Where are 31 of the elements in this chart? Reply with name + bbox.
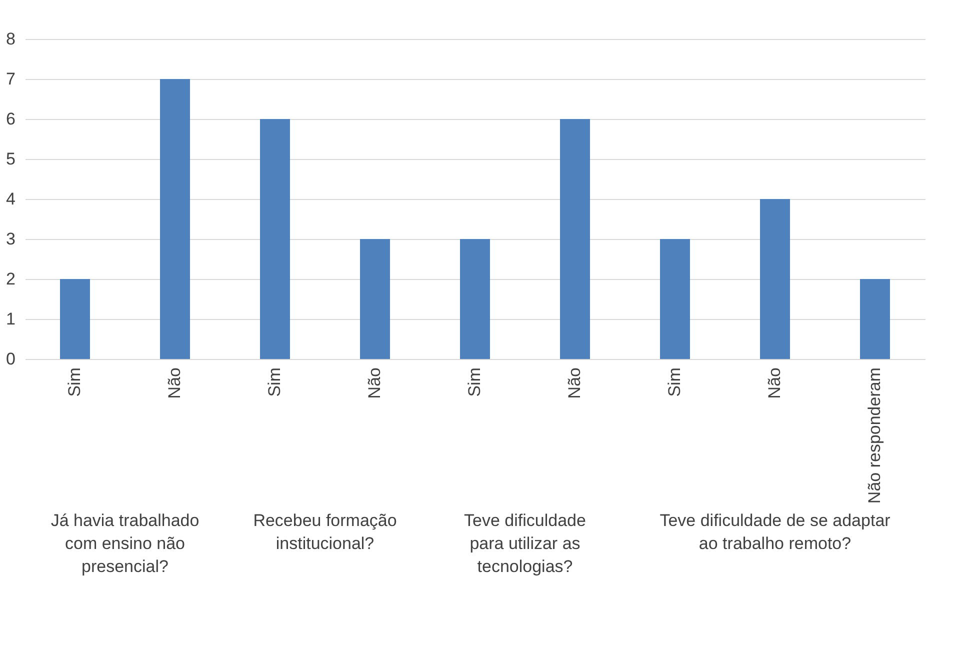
y-tick-label: 6 [6, 110, 16, 128]
x-tick-label: Não [565, 368, 584, 399]
x-tick-label: Não [365, 368, 384, 399]
x-tick-label: Não responderam [865, 368, 884, 504]
y-tick-label: 5 [6, 150, 16, 168]
x-tick-label: Não [165, 368, 184, 399]
bar [860, 279, 890, 359]
y-tick-label: 1 [6, 310, 16, 328]
text: Teve dificuldade para utilizar as tecnologias? [464, 511, 586, 576]
y-tick-label: 4 [6, 190, 16, 208]
text: Já havia trabalhado com ensino não presencial? [50, 511, 200, 576]
y-tick-label: 7 [6, 70, 16, 88]
x-tick-label: Sim [265, 368, 284, 397]
x-tick-label: Sim [465, 368, 484, 397]
bar [560, 119, 590, 359]
bar [660, 239, 690, 359]
text: Recebeu formação institucional? [253, 511, 397, 553]
x-tick-label: Não [765, 368, 784, 399]
y-tick-label: 2 [6, 270, 16, 288]
bar [460, 239, 490, 359]
y-tick-label: 3 [6, 230, 16, 248]
y-tick-label: 8 [6, 30, 16, 48]
y-tick-label: 0 [6, 350, 16, 368]
bar [760, 199, 790, 359]
x-tick-label: Sim [65, 368, 84, 397]
x-tick-label: Sim [665, 368, 684, 397]
bar [360, 239, 390, 359]
bar [160, 79, 190, 359]
text: Teve dificuldade de se adaptar ao trabalho remoto? [660, 511, 891, 553]
bar [60, 279, 90, 359]
bar [260, 119, 290, 359]
